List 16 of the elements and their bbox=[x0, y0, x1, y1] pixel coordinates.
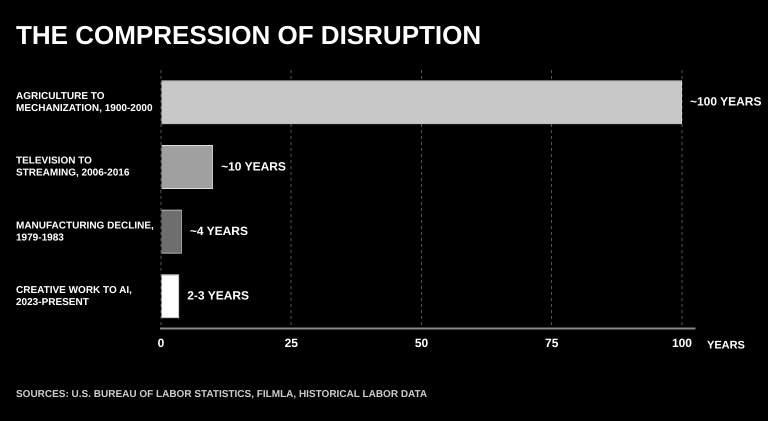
source-note: SOURCES: U.S. BUREAU OF LABOR STATISTICS, FILMLA, HISTORICAL LABOR DATA bbox=[16, 388, 428, 400]
chart-title: THE COMPRESSION OF DISRUPTION bbox=[16, 20, 482, 50]
x-tick-label: 0 bbox=[158, 336, 165, 350]
y-tick-label: AGRICULTURE TO MECHANIZATION, 1900-2000 bbox=[16, 91, 153, 114]
y-tick-label: TELEVISION TO STREAMING, 2006-2016 bbox=[16, 156, 130, 179]
x-tick-label: 100 bbox=[672, 336, 692, 350]
y-tick-label: CREATIVE WORK TO AI, 2023-PRESENT bbox=[16, 285, 132, 308]
y-tick-label: MANUFACTURING DECLINE, 1979-1983 bbox=[16, 220, 154, 244]
x-tick-label: 50 bbox=[414, 336, 428, 350]
x-axis-title: YEARS bbox=[707, 340, 745, 352]
x-tick-label: 75 bbox=[545, 336, 559, 350]
x-tick-label: 25 bbox=[284, 336, 298, 350]
data-label: 2-3 YEARS bbox=[187, 288, 250, 303]
data-label: ~4 YEARS bbox=[190, 224, 248, 238]
data-label: ~100 YEARS bbox=[690, 94, 762, 109]
data-label: ~10 YEARS bbox=[221, 159, 286, 174]
